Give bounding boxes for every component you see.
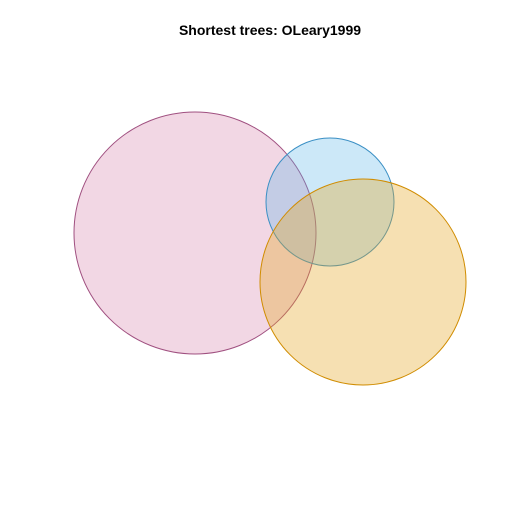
figure-title: Shortest trees: OLeary1999 (178, 22, 362, 38)
venn-set-b-circle (265, 137, 395, 267)
venn-set-a-circle (73, 111, 317, 355)
venn-set-c-circle (259, 178, 467, 386)
